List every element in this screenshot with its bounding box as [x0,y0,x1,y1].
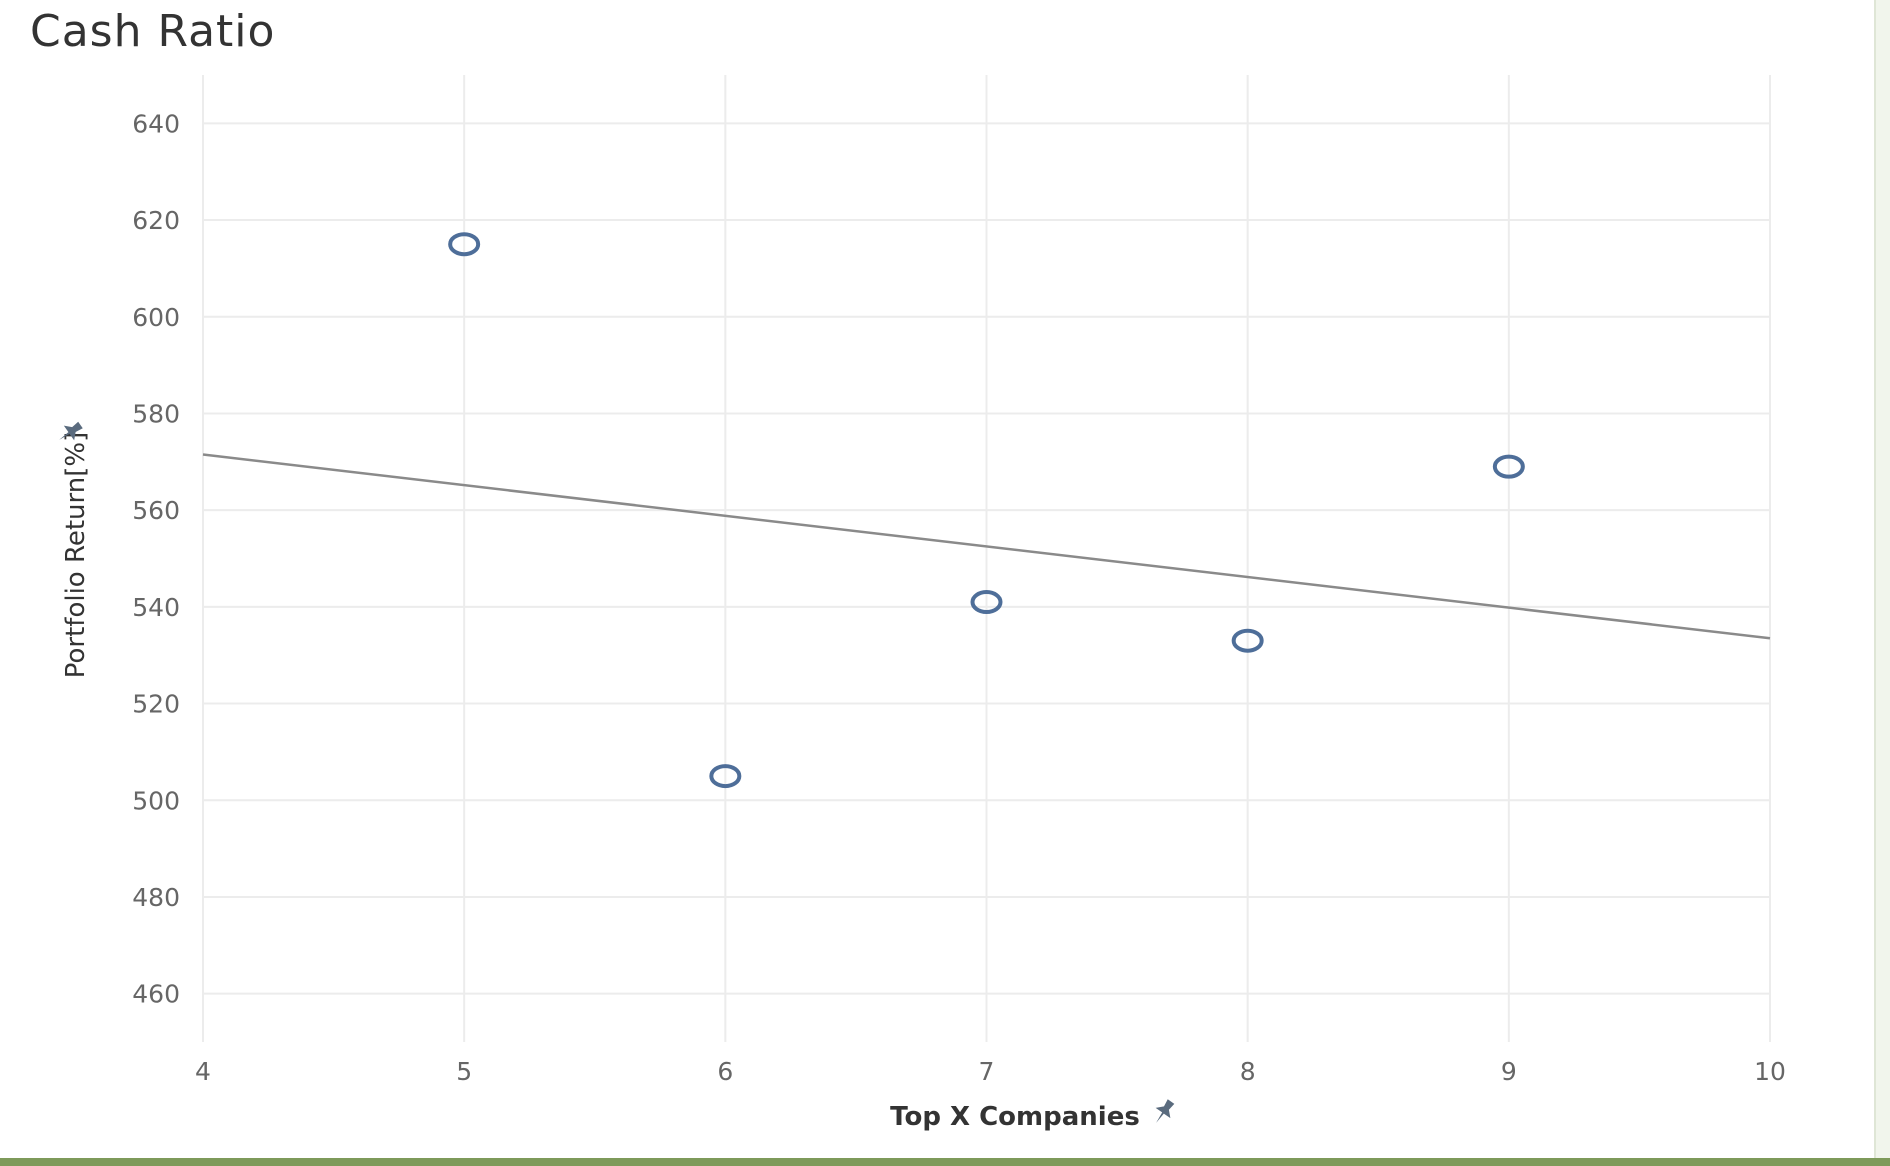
x-tick-label: 8 [1240,1057,1256,1086]
x-axis-title: Top X Companies [890,1102,1140,1132]
trend-line [202,453,1771,640]
x-tick-label: 5 [456,1057,472,1086]
y-tick-label: 520 [132,690,180,719]
x-axis-pin-icon[interactable] [1149,1096,1179,1128]
data-point [448,232,481,257]
x-tick-labels: 4 5 6 7 8 9 10 [195,1057,1786,1086]
x-tick-label: 7 [979,1057,995,1086]
y-tick-label: 560 [132,496,180,525]
y-tick-label: 640 [132,109,180,138]
y-tick-label: 460 [132,980,180,1009]
y-tick-label: 480 [132,883,180,912]
chart-title: Cash Ratio [30,6,276,57]
data-point [709,764,742,789]
x-tick-label: 6 [717,1057,733,1086]
data-point [1231,628,1264,653]
y-tick-label: 600 [132,303,180,332]
y-tick-label: 500 [132,786,180,815]
y-tick-labels: 460 480 500 520 540 560 580 600 620 640 [132,109,180,1008]
panel-edge [1876,0,1890,1158]
y-axis-title: Portfolio Return[%] [61,432,91,679]
y-tick-label: 540 [132,593,180,622]
data-point [970,590,1003,615]
x-tick-label: 9 [1501,1057,1517,1086]
y-axis-pin-icon[interactable] [54,418,86,448]
x-tick-label: 10 [1754,1057,1786,1086]
panel-bottom-border [0,1158,1890,1166]
x-gridlines [202,75,1771,1042]
trend-line-group [202,453,1771,640]
x-tick-label: 4 [195,1057,211,1086]
data-points [448,232,1525,789]
y-tick-label: 580 [132,399,180,428]
y-tick-label: 620 [132,206,180,235]
data-point [1492,454,1525,479]
